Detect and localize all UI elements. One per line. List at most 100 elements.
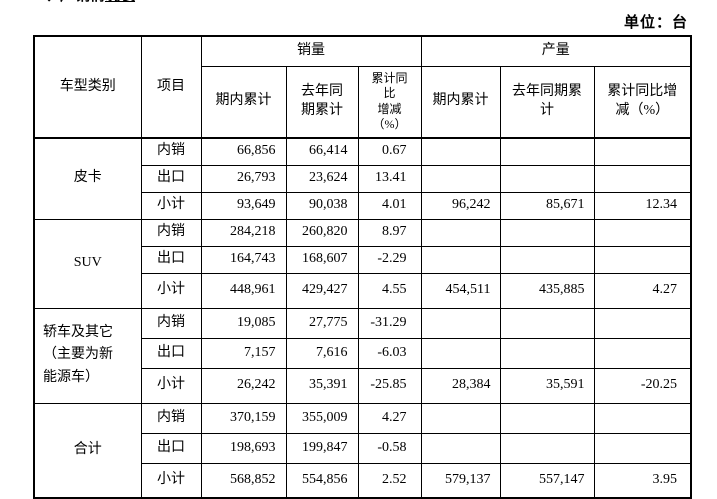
- header-sales-group: 销量: [200, 35, 422, 67]
- item-cell: 小计: [140, 191, 202, 220]
- cell-sales-current: 7,157: [200, 337, 287, 369]
- row-sedan-subtotal: 小计 26,242 35,391 -25.85 28,384 35,591 -2…: [34, 367, 692, 404]
- cell-prod-lastyear: [499, 245, 595, 274]
- cell-sales-current: 26,793: [200, 164, 287, 193]
- cell-sales-yoy: 8.97: [357, 218, 422, 247]
- header-sales-yoy-change: 累计同 比 增减 （%）: [357, 65, 422, 139]
- cell-sales-current: 164,743: [200, 245, 287, 274]
- cell-sales-current: 66,856: [200, 137, 287, 166]
- cell-prod-lastyear: [499, 218, 595, 247]
- cell-sales-lastyear: 90,038: [285, 191, 359, 220]
- cell-prod-current: 454,511: [420, 272, 501, 309]
- row-suv-subtotal: 小计 448,961 429,427 4.55 454,511 435,885 …: [34, 272, 692, 309]
- cell-sales-yoy: -6.03: [357, 337, 422, 369]
- unit-label: 单位：台: [623, 14, 688, 31]
- cell-prod-yoy: [593, 337, 692, 369]
- cell-sales-lastyear: 355,009: [285, 402, 359, 434]
- header-row-groups: 车型类别 项目 销量 产量: [33, 35, 692, 139]
- row-total-export: 出口 198,693 199,847 -0.58: [34, 432, 692, 464]
- header-vehicle-type: 车型类别: [33, 35, 142, 139]
- cell-prod-current: [420, 402, 501, 434]
- row-pickup-export: 出口 26,793 23,624 13.41: [34, 164, 692, 193]
- cell-sales-lastyear: 35,391: [285, 367, 359, 404]
- cell-prod-current: [420, 218, 501, 247]
- cell-prod-current: 579,137: [420, 462, 501, 499]
- row-pickup-subtotal: 小计 93,649 90,038 4.01 96,242 85,671 12.3…: [34, 191, 692, 220]
- cell-sales-lastyear: 7,616: [285, 337, 359, 369]
- header-sales-period-total: 期内累计: [200, 65, 287, 139]
- cell-sales-yoy: 13.41: [357, 164, 422, 193]
- cell-sales-yoy: -0.58: [357, 432, 422, 464]
- cell-sales-current: 198,693: [200, 432, 287, 464]
- cell-sales-yoy: -31.29: [357, 307, 422, 339]
- cell-prod-yoy: 3.95: [593, 462, 692, 499]
- header-production-group: 产量: [420, 35, 692, 67]
- cell-prod-current: 28,384: [420, 367, 501, 404]
- item-cell: 内销: [140, 218, 202, 247]
- item-cell: 出口: [140, 432, 202, 464]
- cell-prod-lastyear: 85,671: [499, 191, 595, 220]
- cell-prod-current: [420, 137, 501, 166]
- production-sales-table: 车型类别 项目 销量 产量 期内累计 去年同 期累计 累计同 比 增减 （%） …: [33, 35, 693, 499]
- item-cell: 小计: [140, 367, 202, 404]
- cell-sales-current: 26,242: [200, 367, 287, 404]
- cell-prod-yoy: [593, 164, 692, 193]
- header-item: 项目: [140, 35, 202, 139]
- row-suv-export: 出口 164,743 168,607 -2.29: [34, 245, 692, 274]
- category-total: 合计: [33, 402, 142, 499]
- cell-prod-current: [420, 432, 501, 464]
- cell-sales-lastyear: 168,607: [285, 245, 359, 274]
- cell-prod-lastyear: 435,885: [499, 272, 595, 309]
- cell-prod-current: [420, 164, 501, 193]
- cell-sales-yoy: -2.29: [357, 245, 422, 274]
- row-suv-domestic: SUV 内销 284,218 260,820 8.97: [33, 218, 692, 309]
- cell-sales-lastyear: 27,775: [285, 307, 359, 339]
- header-production-yoy-change: 累计同比增 减（%）: [593, 65, 692, 139]
- cell-sales-lastyear: 199,847: [285, 432, 359, 464]
- row-total-subtotal: 小计 568,852 554,856 2.52 579,137 557,147 …: [34, 462, 692, 499]
- cell-sales-current: 93,649: [200, 191, 287, 220]
- header-production-period-total: 期内累计: [420, 65, 501, 139]
- cell-prod-current: [420, 307, 501, 339]
- cell-prod-lastyear: [499, 164, 595, 193]
- cell-prod-yoy: 12.34: [593, 191, 692, 220]
- cell-sales-current: 448,961: [200, 272, 287, 309]
- item-cell: 小计: [140, 272, 202, 309]
- cell-prod-lastyear: 35,591: [499, 367, 595, 404]
- item-cell: 内销: [140, 137, 202, 166]
- item-cell: 小计: [140, 462, 202, 499]
- cell-prod-lastyear: [499, 432, 595, 464]
- cell-sales-lastyear: 260,820: [285, 218, 359, 247]
- cell-sales-current: 284,218: [200, 218, 287, 247]
- cell-prod-lastyear: 557,147: [499, 462, 595, 499]
- cell-prod-lastyear: [499, 402, 595, 434]
- cell-sales-current: 370,159: [200, 402, 287, 434]
- cell-prod-yoy: [593, 245, 692, 274]
- cell-prod-current: [420, 337, 501, 369]
- cell-sales-lastyear: 554,856: [285, 462, 359, 499]
- category-pickup: 皮卡: [33, 137, 142, 220]
- cell-prod-lastyear: [499, 137, 595, 166]
- row-sedan-export: 出口 7,157 7,616 -6.03: [34, 337, 692, 369]
- item-cell: 出口: [140, 245, 202, 274]
- cell-sales-current: 568,852: [200, 462, 287, 499]
- cell-prod-lastyear: [499, 307, 595, 339]
- clipped-page-title-text: 一、产销情况表: [30, 0, 210, 5]
- cell-sales-lastyear: 66,414: [285, 137, 359, 166]
- cell-sales-yoy: 4.27: [357, 402, 422, 434]
- item-cell: 出口: [140, 164, 202, 193]
- cell-prod-yoy: -20.25: [593, 367, 692, 404]
- cell-prod-current: 96,242: [420, 191, 501, 220]
- cell-prod-yoy: 4.27: [593, 272, 692, 309]
- row-pickup-domestic: 皮卡 内销 66,856 66,414 0.67: [33, 137, 692, 220]
- header-row-columns: 期内累计 去年同 期累计 累计同 比 增减 （%） 期内累计 去年同期累 计 累…: [34, 65, 692, 139]
- cell-prod-yoy: [593, 307, 692, 339]
- category-suv: SUV: [33, 218, 142, 309]
- cell-sales-yoy: 4.01: [357, 191, 422, 220]
- row-total-domestic: 合计 内销 370,159 355,009 4.27: [33, 402, 692, 499]
- cell-prod-yoy: [593, 218, 692, 247]
- cell-sales-yoy: 0.67: [357, 137, 422, 166]
- item-cell: 内销: [140, 307, 202, 339]
- cell-prod-current: [420, 245, 501, 274]
- cell-sales-lastyear: 429,427: [285, 272, 359, 309]
